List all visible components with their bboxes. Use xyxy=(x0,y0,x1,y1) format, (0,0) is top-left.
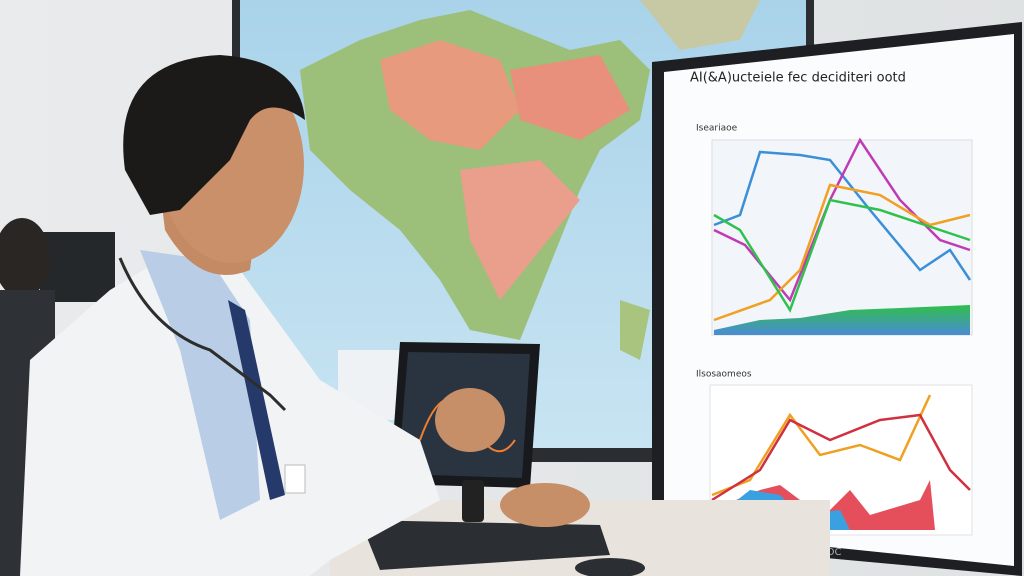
watch xyxy=(462,480,484,522)
chart-panel xyxy=(711,139,973,336)
map-region xyxy=(510,55,630,140)
shirt xyxy=(140,250,260,520)
stethoscope xyxy=(118,257,287,412)
chart-line xyxy=(713,137,971,303)
id-badge xyxy=(284,464,306,494)
chart-line xyxy=(711,394,932,497)
hand xyxy=(435,388,505,452)
tie xyxy=(228,300,285,500)
chart-line xyxy=(713,150,972,281)
hair xyxy=(123,55,305,215)
map-region xyxy=(460,160,580,300)
chart-area xyxy=(714,305,970,335)
map-land xyxy=(640,0,760,50)
panel-title: Ilsosaomeos xyxy=(696,370,752,380)
hand xyxy=(500,483,590,527)
map-island xyxy=(620,300,650,360)
panel-title: Iseariaoe xyxy=(696,124,738,134)
map-region xyxy=(380,40,520,150)
chart-line xyxy=(713,183,971,322)
keyboard xyxy=(360,520,610,570)
chart-line xyxy=(711,413,971,502)
mouse xyxy=(575,558,645,576)
chart-line xyxy=(713,198,971,313)
background-person xyxy=(0,218,50,298)
monitor-brand: AOC xyxy=(820,547,842,558)
monitor-title: AI(&A)ucteiele fec deciditeri ootd xyxy=(690,71,906,86)
